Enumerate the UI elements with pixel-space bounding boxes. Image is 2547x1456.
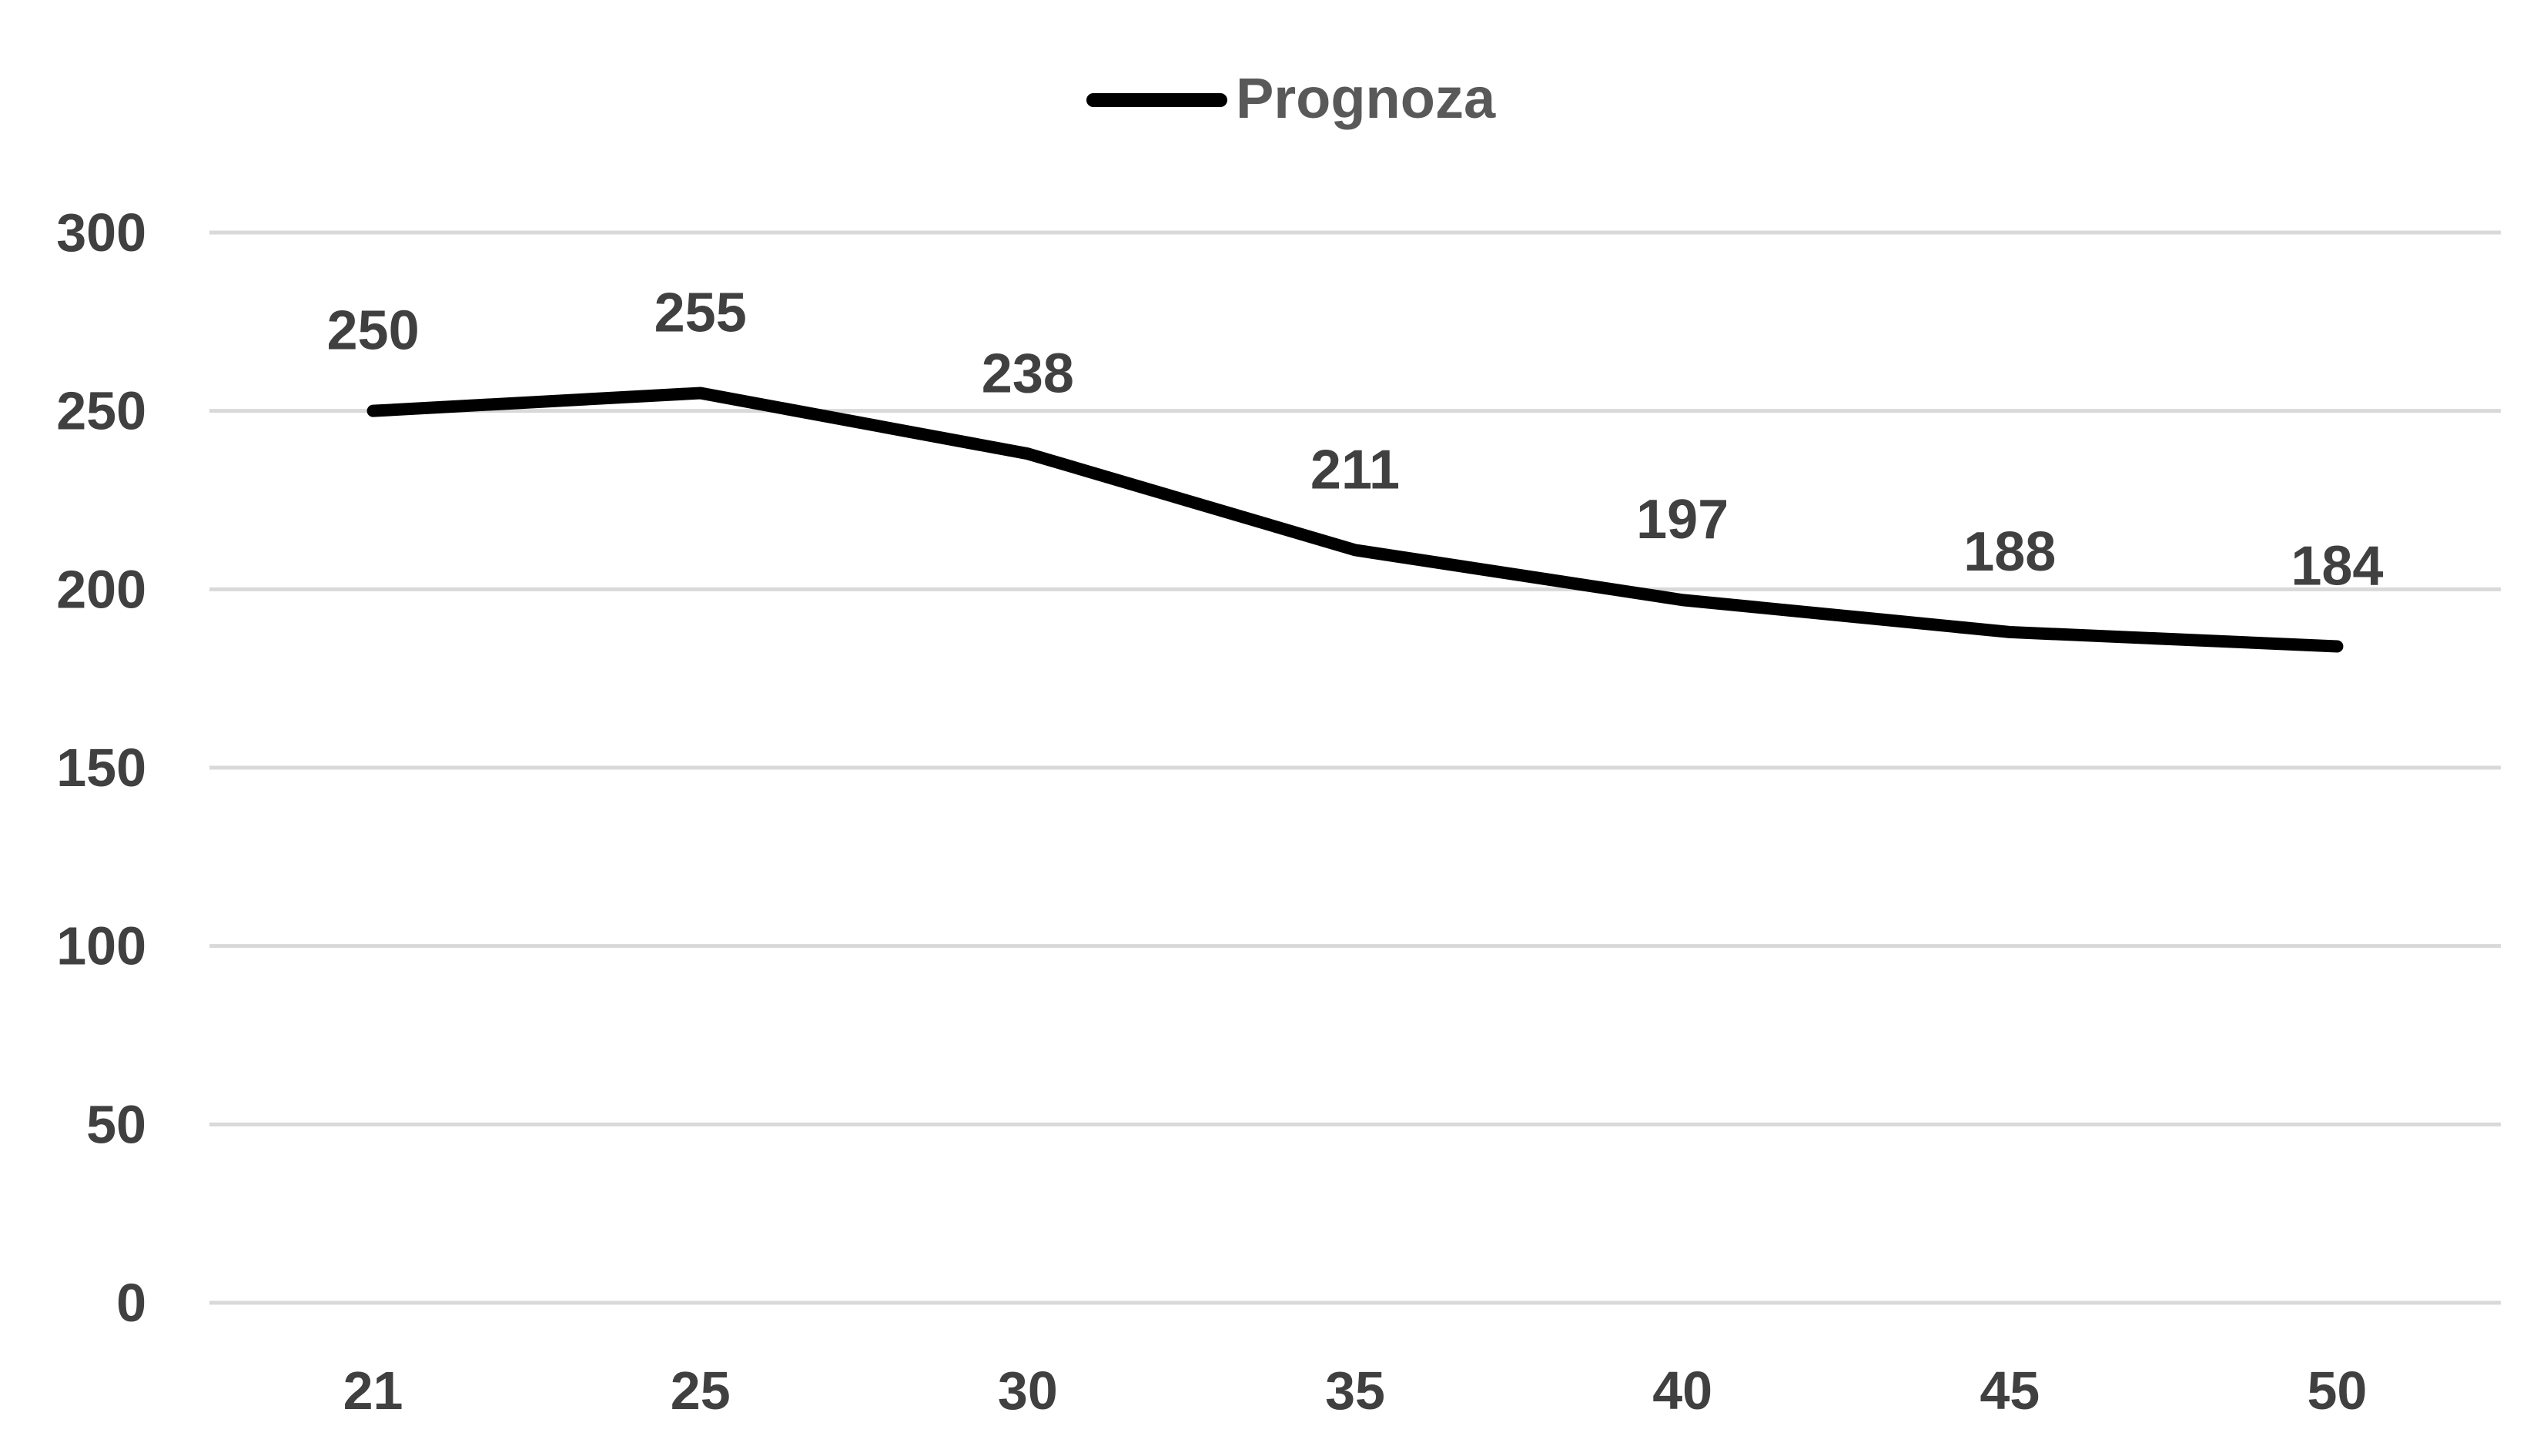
y-tick-label: 200 (56, 559, 146, 619)
x-tick-label: 25 (671, 1361, 731, 1421)
data-label: 255 (654, 283, 747, 344)
y-tick-label: 100 (56, 916, 146, 976)
y-axis-ticks: 0 50 100 150 200 250 300 (56, 203, 146, 1333)
data-label: 238 (982, 343, 1074, 404)
data-label: 211 (1310, 439, 1400, 500)
x-tick-label: 21 (343, 1361, 403, 1421)
data-label: 188 (1963, 521, 2056, 583)
series-lines (366, 387, 2344, 653)
y-tick-label: 300 (56, 203, 146, 263)
x-axis-ticks: 21 25 30 35 40 45 50 (343, 1361, 2368, 1421)
x-tick-label: 35 (1325, 1361, 1385, 1421)
x-tick-label: 40 (1652, 1361, 1712, 1421)
y-tick-label: 150 (56, 738, 146, 798)
y-tick-label: 50 (86, 1094, 146, 1154)
y-tick-label: 0 (116, 1273, 146, 1333)
data-label: 197 (1636, 489, 1729, 551)
legend: Prognoza (1086, 66, 1496, 130)
x-tick-label: 30 (998, 1361, 1058, 1421)
x-tick-label: 45 (1980, 1361, 2040, 1421)
data-label: 250 (327, 300, 420, 362)
data-labels: 250 255 238 211 197 188 184 (327, 283, 2384, 597)
y-tick-label: 250 (56, 381, 146, 441)
data-label: 184 (2291, 535, 2383, 597)
x-tick-label: 50 (2307, 1361, 2367, 1421)
series-line-prognoza (366, 387, 2344, 653)
gridlines (209, 230, 2501, 1305)
legend-label-prognoza: Prognoza (1236, 66, 1496, 130)
